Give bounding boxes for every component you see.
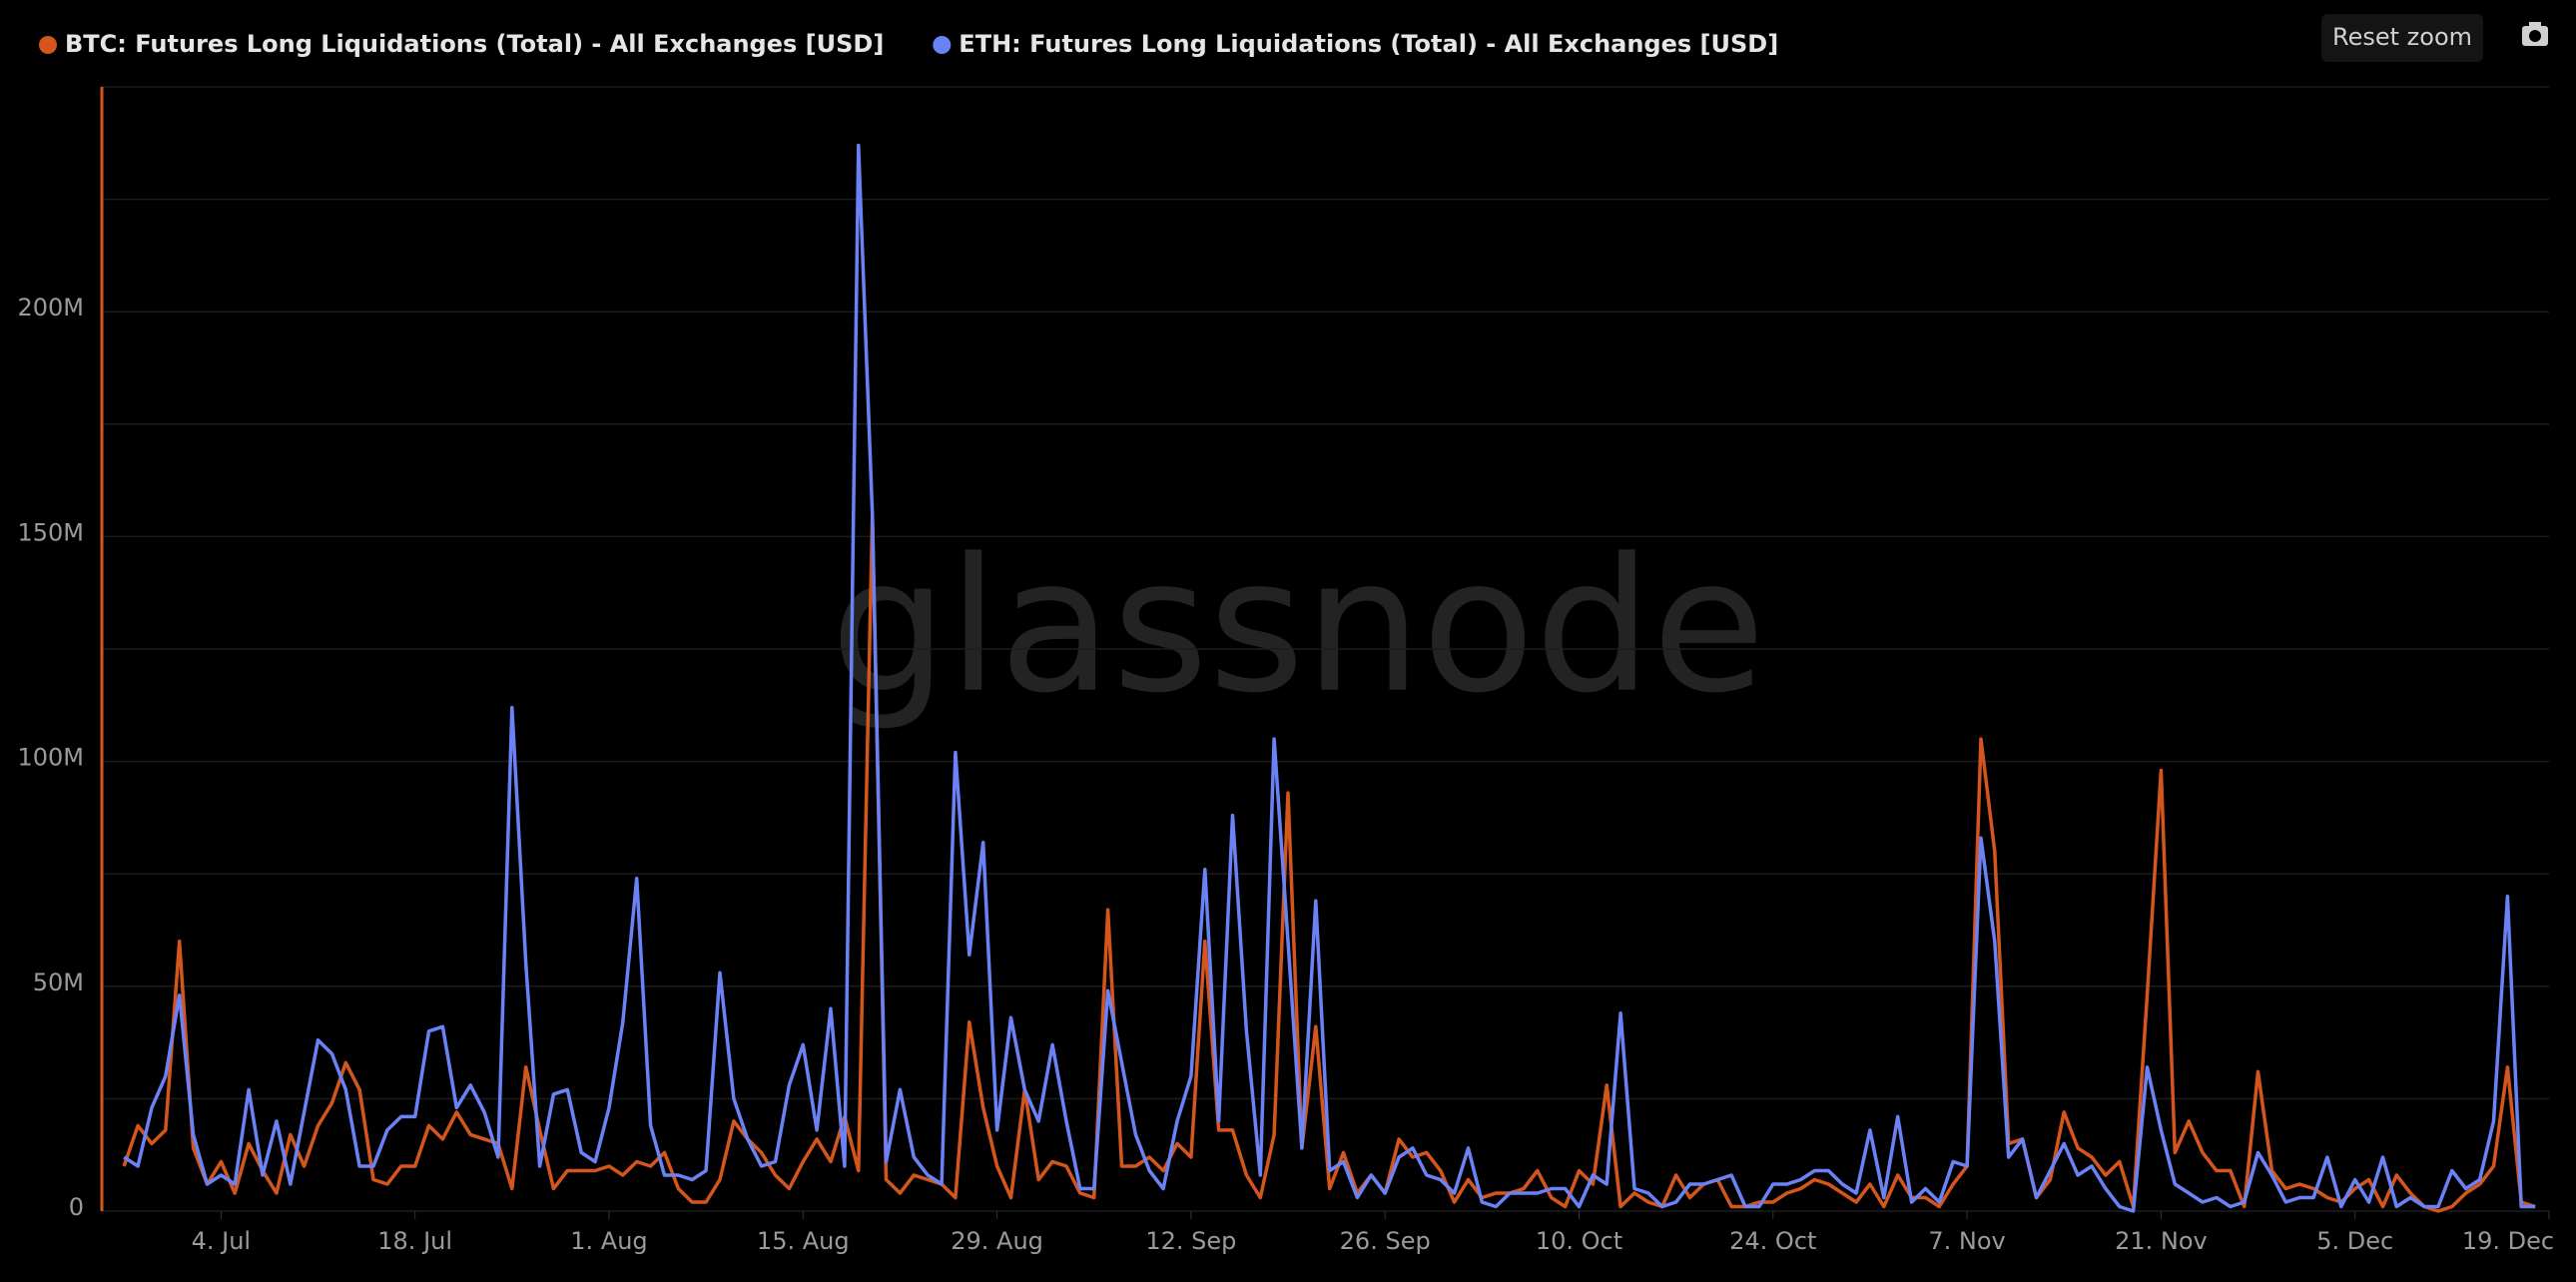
legend-label: BTC: Futures Long Liquidations (Total) -… <box>65 30 884 58</box>
x-tick-label: 12. Sep <box>1145 1227 1236 1255</box>
camera-lens[interactable] <box>2529 30 2541 42</box>
camera-icon[interactable] <box>2522 22 2548 46</box>
x-tick-label: 26. Sep <box>1340 1227 1431 1255</box>
x-tick-label: 21. Nov <box>2115 1227 2208 1255</box>
button-label[interactable]: Reset zoom <box>2332 23 2472 51</box>
x-tick-label: 4. Jul <box>192 1227 251 1255</box>
x-tick-label: 19. Dec <box>2462 1227 2554 1255</box>
y-tick-label: 50M <box>33 968 84 996</box>
y-tick-label: 100M <box>17 744 84 772</box>
button-background[interactable] <box>2321 14 2483 62</box>
reset-zoom-button[interactable]: Reset zoom <box>2321 14 2483 62</box>
legend-item[interactable]: BTC: Futures Long Liquidations (Total) -… <box>39 30 884 58</box>
y-tick-label: 150M <box>17 518 84 546</box>
x-tick-label: 7. Nov <box>1928 1227 2005 1255</box>
x-tick-label: 5. Dec <box>2316 1227 2393 1255</box>
y-tick-label: 200M <box>17 294 84 321</box>
x-tick-label: 18. Jul <box>377 1227 452 1255</box>
legend-item[interactable]: ETH: Futures Long Liquidations (Total) -… <box>933 30 1778 58</box>
x-tick-label: 29. Aug <box>951 1227 1043 1255</box>
watermark: glassnode <box>831 518 1766 734</box>
x-tick-label: 24. Oct <box>1729 1227 1816 1255</box>
legend-label: ETH: Futures Long Liquidations (Total) -… <box>959 30 1778 58</box>
x-tick-label: 1. Aug <box>570 1227 647 1255</box>
x-tick-label: 10. Oct <box>1536 1227 1622 1255</box>
y-tick-label: 0 <box>69 1193 84 1221</box>
legend-marker <box>933 36 952 54</box>
x-tick-label: 15. Aug <box>757 1227 850 1255</box>
legend-marker <box>39 36 57 54</box>
series-line <box>123 143 2536 1213</box>
camera-top[interactable] <box>2529 22 2541 28</box>
